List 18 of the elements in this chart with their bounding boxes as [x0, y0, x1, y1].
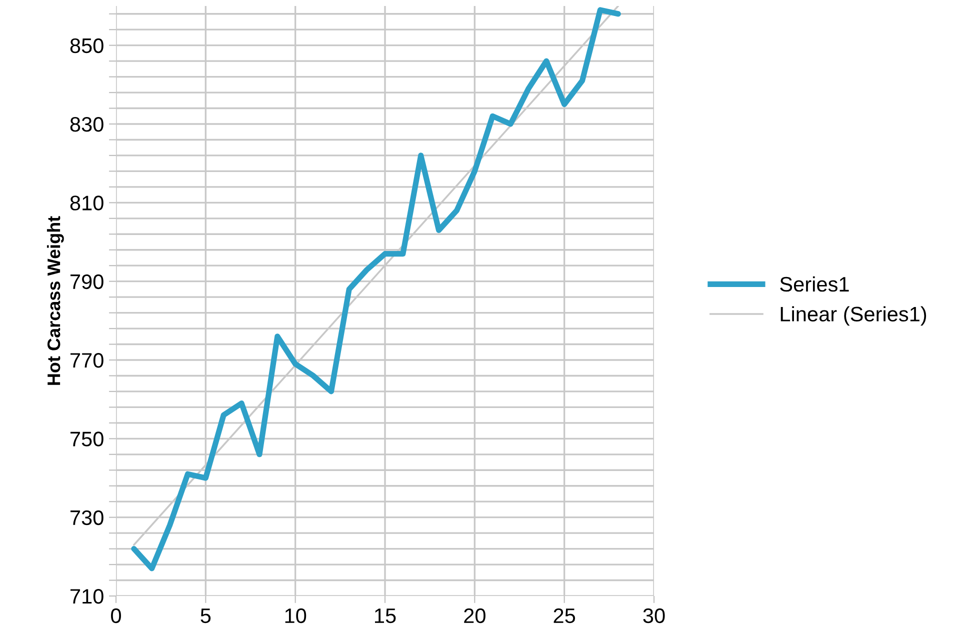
legend-label: Series1: [780, 276, 849, 292]
x-tick-label: 0: [111, 608, 121, 624]
x-tick-label: 15: [375, 608, 396, 624]
x-tick-label: 10: [285, 608, 306, 624]
y-tick-label: 730: [70, 510, 104, 526]
x-tick-label: 20: [464, 608, 486, 624]
y-tick-label: 850: [70, 38, 104, 54]
y-tick-label: 790: [70, 274, 104, 290]
y-tick-label: 710: [70, 589, 104, 604]
x-tick-label: 25: [554, 608, 576, 624]
y-tick-label: 750: [70, 432, 104, 446]
y-tick-label: 770: [70, 353, 104, 368]
x-tick-label: 5: [200, 608, 211, 624]
y-axis-title: Hot Carcass Weight: [46, 216, 64, 385]
y-tick-label: 810: [70, 196, 104, 210]
legend-label: Linear (Series1): [780, 306, 926, 326]
y-tick-label: 830: [70, 117, 104, 132]
x-tick-label: 30: [643, 608, 665, 624]
